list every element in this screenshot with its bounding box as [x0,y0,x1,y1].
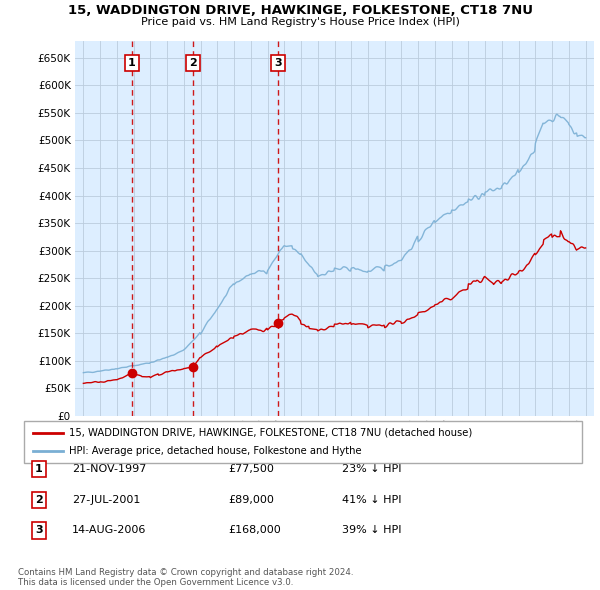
Text: 41% ↓ HPI: 41% ↓ HPI [342,495,401,504]
Text: 21-NOV-1997: 21-NOV-1997 [72,464,146,474]
Text: £168,000: £168,000 [228,526,281,535]
Text: 39% ↓ HPI: 39% ↓ HPI [342,526,401,535]
Text: 2: 2 [190,58,197,68]
Text: 2: 2 [35,495,43,504]
Text: 15, WADDINGTON DRIVE, HAWKINGE, FOLKESTONE, CT18 7NU (detached house): 15, WADDINGTON DRIVE, HAWKINGE, FOLKESTO… [69,428,472,438]
Text: 1: 1 [35,464,43,474]
Text: 3: 3 [274,58,282,68]
Text: £89,000: £89,000 [228,495,274,504]
Text: 27-JUL-2001: 27-JUL-2001 [72,495,140,504]
Text: £77,500: £77,500 [228,464,274,474]
Text: 15, WADDINGTON DRIVE, HAWKINGE, FOLKESTONE, CT18 7NU: 15, WADDINGTON DRIVE, HAWKINGE, FOLKESTO… [67,4,533,17]
Text: 3: 3 [35,526,43,535]
Text: HPI: Average price, detached house, Folkestone and Hythe: HPI: Average price, detached house, Folk… [69,446,362,456]
Text: 1: 1 [128,58,136,68]
Text: Contains HM Land Registry data © Crown copyright and database right 2024.
This d: Contains HM Land Registry data © Crown c… [18,568,353,587]
Text: 23% ↓ HPI: 23% ↓ HPI [342,464,401,474]
Text: Price paid vs. HM Land Registry's House Price Index (HPI): Price paid vs. HM Land Registry's House … [140,17,460,27]
Text: 14-AUG-2006: 14-AUG-2006 [72,526,146,535]
